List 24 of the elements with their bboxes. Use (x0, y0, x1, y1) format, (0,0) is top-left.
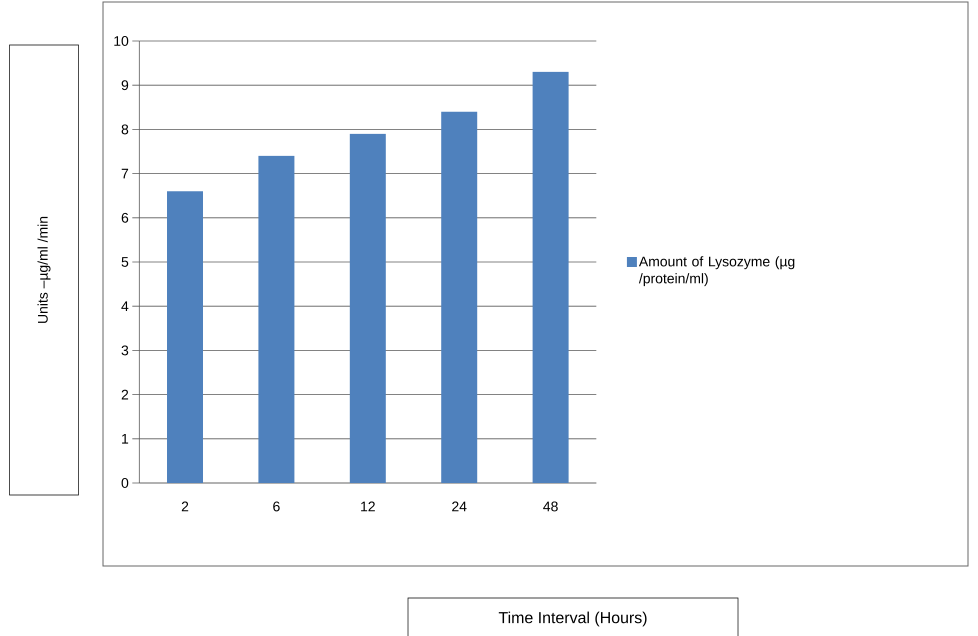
bar (441, 112, 478, 483)
bar (167, 191, 204, 483)
bar (532, 72, 569, 483)
x-tick-label: 24 (452, 502, 467, 512)
x-tick-label: 2 (182, 502, 188, 512)
y-tick-label: 2 (122, 390, 128, 400)
y-tick-label: 1 (122, 434, 128, 444)
y-tick-label: 3 (122, 345, 128, 356)
legend-label: Amount of Lysozyme (µg /protein/ml) (638, 256, 794, 286)
x-tick-label: 12 (361, 502, 375, 512)
bar (350, 134, 386, 483)
x-tick-label: 6 (273, 502, 280, 512)
y-tick-label: 4 (121, 301, 128, 311)
y-tick-label: 6 (122, 212, 128, 223)
y-tick-label: 9 (122, 80, 128, 90)
y-tick-label: 5 (122, 257, 128, 267)
bar (258, 156, 294, 483)
y-tick-label: 10 (114, 36, 128, 46)
y-tick-label: 8 (122, 124, 128, 134)
text: Time Interval (Hours) (498, 612, 647, 626)
y-tick-label: 0 (122, 478, 128, 488)
x-tick-label: 48 (543, 502, 558, 512)
y-tick-label: 7 (122, 168, 128, 178)
y-axis-title: Units –µg/ml /min (38, 216, 51, 323)
